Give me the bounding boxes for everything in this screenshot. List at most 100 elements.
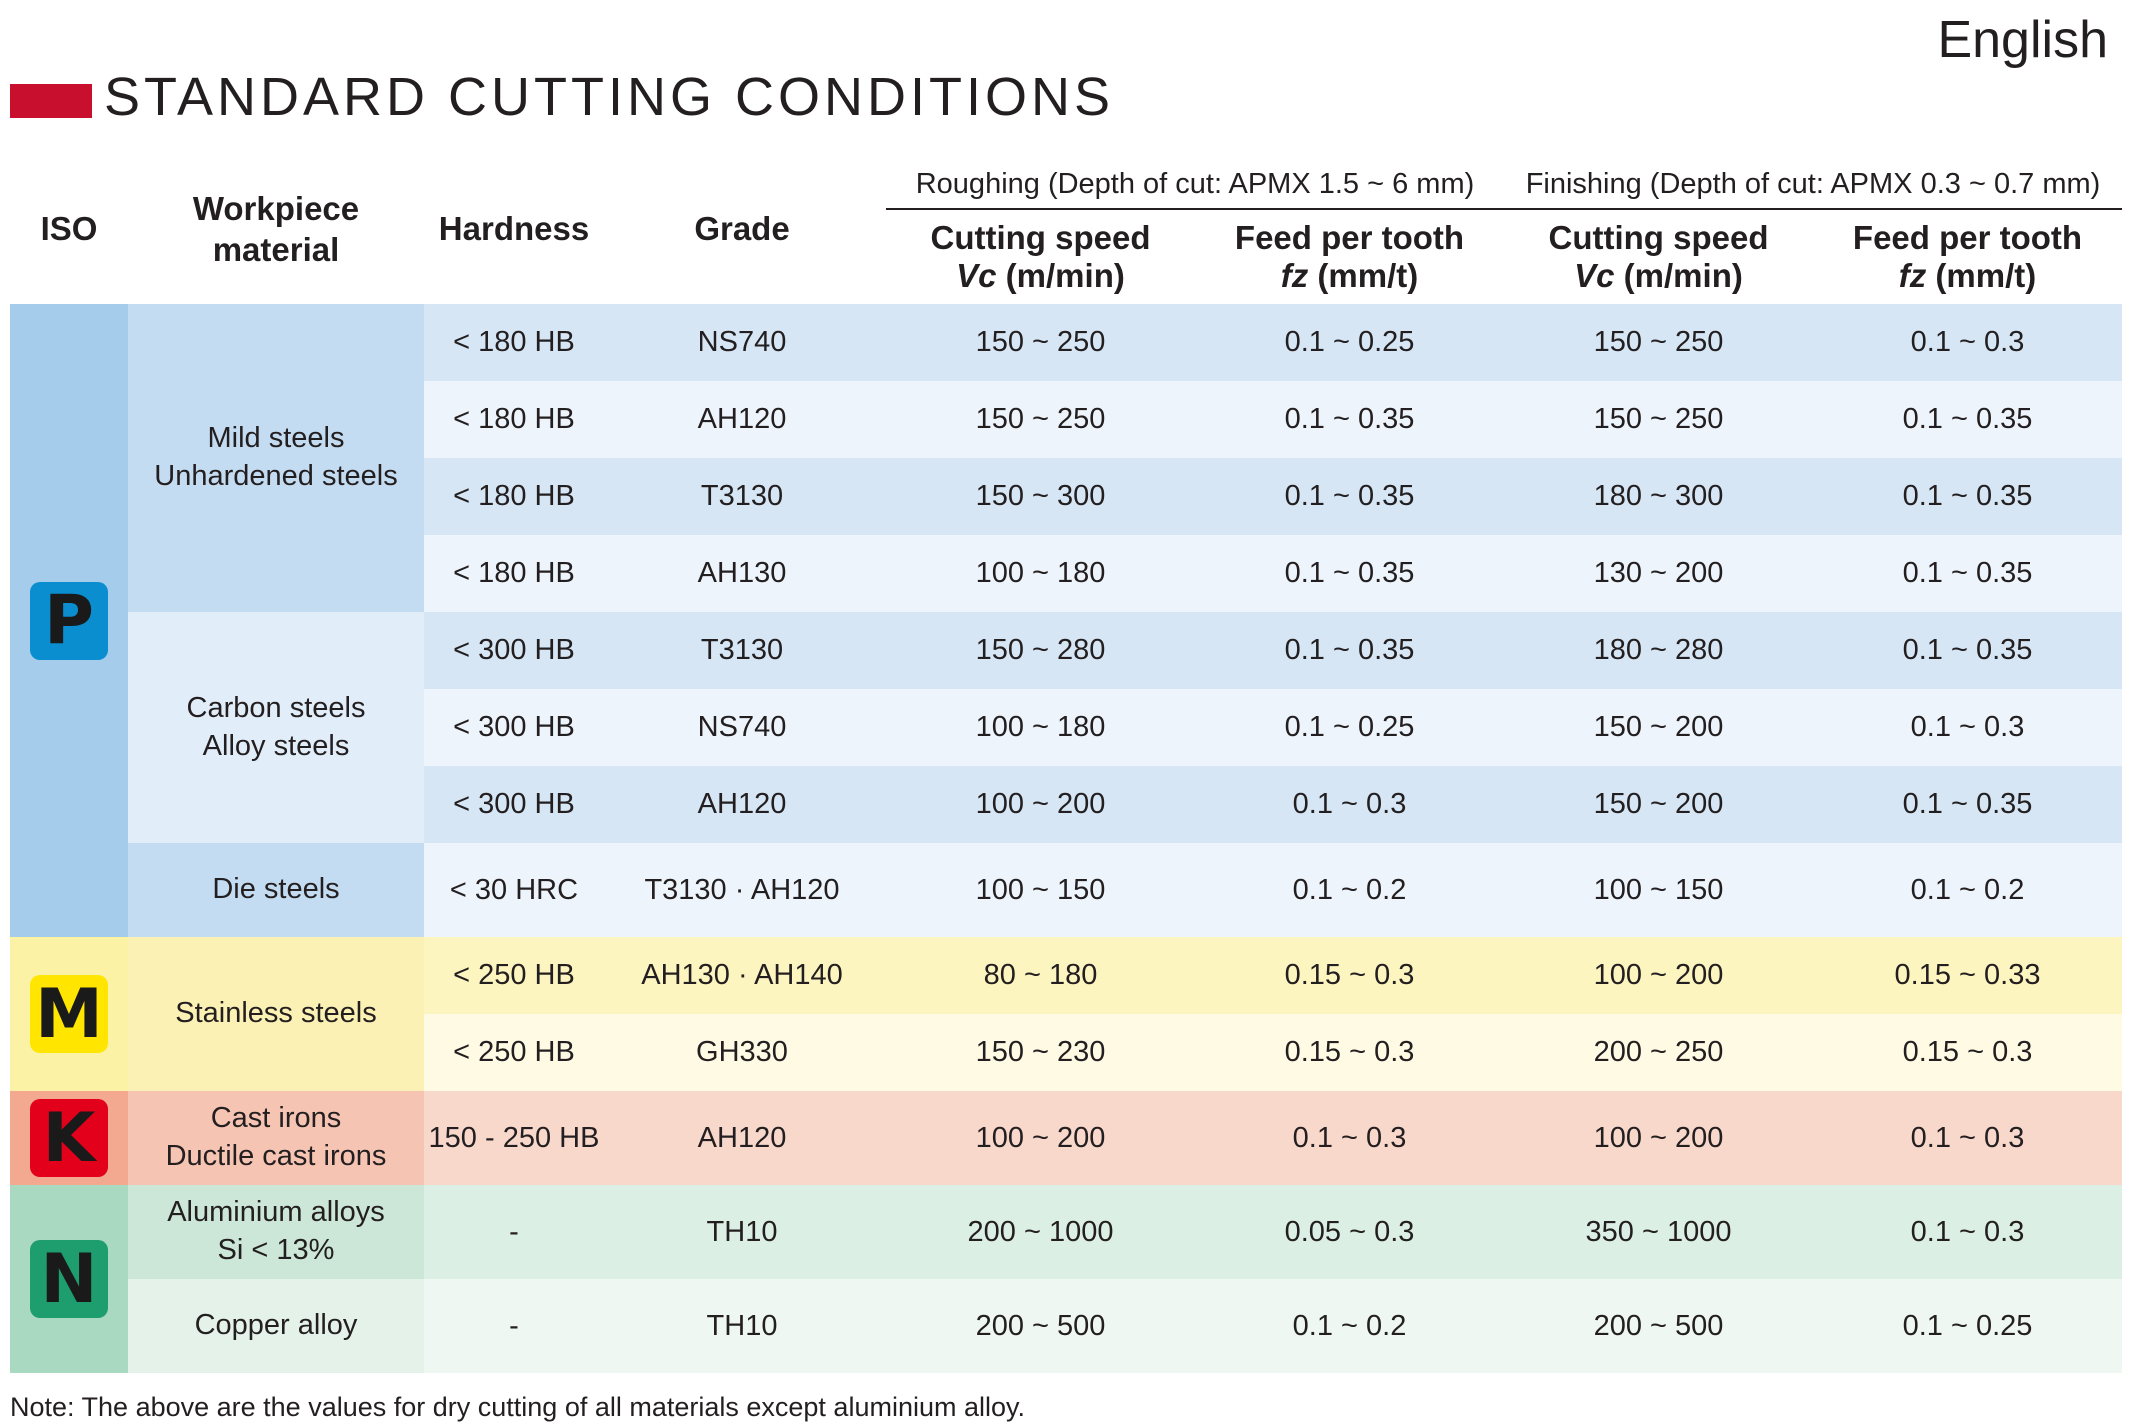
finishing-speed-cell: 200 ~ 500 [1593,1309,1724,1342]
finishing-feed-cell: 0.1 ~ 0.35 [1902,634,2033,666]
hardness-cell: < 250 HB [453,1036,575,1068]
grade-cell: T3130 [700,480,784,512]
roughing-feed-cell: 0.05 ~ 0.3 [1284,1215,1415,1248]
roughing-speed-cell: 100 ~ 150 [975,873,1106,906]
table-row: < 300 HB NS740 100 ~ 180 0.1 ~ 0.25 150 ~ 20… [424,689,2122,766]
header-finishing: Finishing (Depth of cut: APMX 0.3 ~ 0.7 … [1525,167,2101,200]
iso-group-cell: N [10,1185,128,1373]
material-name-line1: Carbon steels [186,691,366,724]
grade-cell: AH130 · AH140 [641,959,843,991]
header-finishing-feed: Feed per tooth fz (mm/t) [1813,214,2122,300]
roughing-speed-cell: 150 ~ 250 [975,326,1106,358]
finishing-speed-cell: 180 ~ 280 [1593,634,1724,666]
material-name-line1: Copper alloy [194,1309,358,1342]
iso-badge-n: N [30,1240,108,1319]
header-group-underline [886,208,2122,210]
roughing-speed-cell: 200 ~ 500 [975,1309,1106,1342]
footnote: Note: The above are the values for dry c… [10,1392,1026,1422]
table-row: - TH10 200 ~ 500 0.1 ~ 0.2 200 ~ 500 0.1 ~ 0.… [424,1279,2122,1373]
grade-cell: T3130 [700,634,784,666]
finishing-feed-cell: 0.1 ~ 0.3 [1910,326,2025,358]
header-iso: ISO [40,210,98,248]
roughing-speed-cell: 100 ~ 180 [975,557,1106,589]
language-label: English [1937,11,2108,69]
grade-cell: AH120 [697,1121,787,1154]
finishing-speed-cell: 150 ~ 250 [1593,326,1724,358]
finishing-speed-cell: 180 ~ 300 [1593,480,1724,512]
finishing-feed-cell: 0.1 ~ 0.3 [1910,1121,2025,1154]
material-name-line1: Aluminium alloys [167,1196,385,1229]
finishing-speed-cell: 350 ~ 1000 [1585,1215,1732,1248]
header-speed-symbol: Vc [956,257,997,294]
finishing-feed-cell: 0.1 ~ 0.25 [1902,1309,2033,1342]
header-feed-label: Feed per tooth [1234,219,1465,257]
header-feed-symbol: fz [1898,257,1927,294]
finishing-speed-cell: 150 ~ 200 [1593,711,1724,743]
roughing-speed-cell: 150 ~ 230 [975,1036,1106,1068]
roughing-feed-cell: 0.1 ~ 0.3 [1292,788,1407,820]
grade-cell: TH10 [706,1309,778,1342]
roughing-feed-cell: 0.1 ~ 0.2 [1292,873,1407,906]
grade-cell: NS740 [697,711,787,743]
table-row: < 180 HB AH130 100 ~ 180 0.1 ~ 0.35 130 ~ 20… [424,535,2122,612]
roughing-feed-cell: 0.1 ~ 0.25 [1284,711,1415,743]
roughing-speed-cell: 150 ~ 280 [975,634,1106,666]
header-speed-symbol: Vc [1574,257,1615,294]
iso-badge-k: K [30,1099,108,1178]
grade-cell: NS740 [697,326,787,358]
iso-badge-m: M [30,975,108,1054]
header-speed-label: Cutting speed [930,219,1151,257]
table-row: - TH10 200 ~ 1000 0.05 ~ 0.3 350 ~ 1000 0.1 ~… [424,1185,2122,1279]
table-row: 150 - 250 HB AH120 100 ~ 200 0.1 ~ 0.3 100 ~… [424,1091,2122,1185]
finishing-feed-cell: 0.1 ~ 0.2 [1910,873,2025,906]
iso-badge-p: P [30,581,108,660]
roughing-feed-cell: 0.1 ~ 0.35 [1284,403,1415,435]
grade-cell: AH120 [697,403,787,435]
finishing-speed-cell: 100 ~ 200 [1593,1121,1724,1154]
hardness-cell: 150 - 250 HB [428,1121,600,1154]
grade-cell: GH330 [696,1036,788,1068]
material-name-line1: Stainless steels [175,997,377,1030]
finishing-feed-cell: 0.1 ~ 0.35 [1902,557,2033,589]
material-name-line1: Mild steels [207,422,345,455]
roughing-speed-cell: 200 ~ 1000 [967,1215,1114,1248]
workpiece-material-cell: Die steels [128,843,424,937]
header-roughing-speed: Cutting speed Vc (m/min) [886,214,1195,300]
workpiece-material-cell: Carbon steels Alloy steels [128,612,424,843]
iso-group-cell: M [10,937,128,1091]
iso-group-cell: P [10,304,128,937]
header-feed-unit: (mm/t) [1926,257,2037,294]
roughing-feed-cell: 0.1 ~ 0.35 [1284,480,1415,512]
roughing-speed-cell: 100 ~ 200 [975,788,1106,820]
header-feed-label: Feed per tooth [1852,219,2083,257]
workpiece-material-cell: Aluminium alloys Si < 13% [128,1185,424,1279]
workpiece-material-cell: Copper alloy [128,1279,424,1373]
table-row: < 180 HB NS740 150 ~ 250 0.1 ~ 0.25 150 ~ 25… [424,304,2122,381]
finishing-speed-cell: 130 ~ 200 [1593,557,1724,589]
hardness-cell: < 300 HB [453,634,575,666]
roughing-speed-cell: 100 ~ 200 [975,1121,1106,1154]
header-feed-symbol: fz [1280,257,1309,294]
finishing-feed-cell: 0.15 ~ 0.3 [1902,1036,2033,1068]
finishing-feed-cell: 0.15 ~ 0.33 [1894,959,2041,991]
finishing-feed-cell: 0.1 ~ 0.35 [1902,788,2033,820]
material-name-line2: Unhardened steels [154,460,398,492]
table-row: < 300 HB AH120 100 ~ 200 0.1 ~ 0.3 150 ~ 200… [424,766,2122,843]
workpiece-material-cell: Stainless steels [128,937,424,1091]
grade-cell: TH10 [706,1215,778,1248]
hardness-cell: < 250 HB [453,959,575,991]
hardness-cell: - [509,1309,519,1342]
finishing-feed-cell: 0.1 ~ 0.3 [1910,711,2025,743]
material-name-line1: Die steels [212,873,340,906]
finishing-speed-cell: 150 ~ 200 [1593,788,1724,820]
table-row: < 250 HB AH130 · AH140 80 ~ 180 0.15 ~ 0.3 1… [424,937,2122,1014]
roughing-feed-cell: 0.1 ~ 0.35 [1284,557,1415,589]
roughing-speed-cell: 100 ~ 180 [975,711,1106,743]
finishing-speed-cell: 200 ~ 250 [1593,1036,1724,1068]
hardness-cell: < 300 HB [453,788,575,820]
finishing-speed-cell: 150 ~ 250 [1593,403,1724,435]
roughing-feed-cell: 0.1 ~ 0.25 [1284,326,1415,358]
finishing-speed-cell: 100 ~ 200 [1593,959,1724,991]
roughing-feed-cell: 0.15 ~ 0.3 [1284,1036,1415,1068]
header-roughing-feed: Feed per tooth fz (mm/t) [1195,214,1504,300]
